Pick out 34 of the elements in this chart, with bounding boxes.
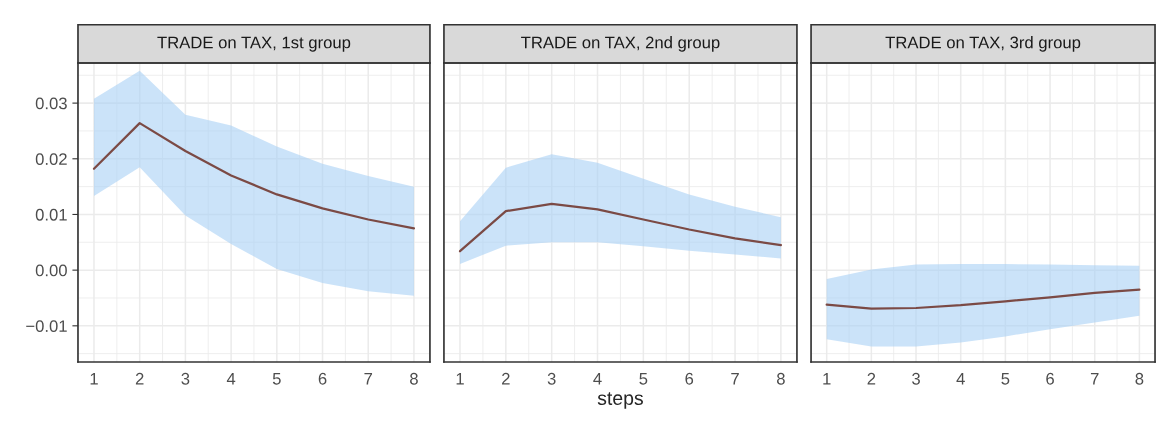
chart-title: TRADE on TAX, 2nd group [521,36,720,52]
y-tick-label: 0.01 [35,208,67,221]
x-tick-label: 7 [731,373,739,385]
x-axis-title: steps [597,392,643,409]
y-tick-label: 0.00 [35,264,67,277]
x-tick-label: 4 [956,373,965,385]
y-tick-label: 0.02 [35,153,67,165]
x-tick-label: 6 [1046,372,1054,385]
x-tick-label: 8 [776,372,785,385]
y-tick-label: −0.01 [26,320,67,333]
x-tick-label: 5 [1001,373,1010,385]
x-tick-label: 2 [867,372,876,385]
y-tick-label: 0.03 [35,97,67,110]
x-tick-label: 4 [593,373,602,385]
line-series [92,122,416,230]
x-tick-label: 2 [502,372,510,385]
x-tick-label: 8 [1135,372,1144,385]
x-tick-label: 3 [181,372,190,385]
x-tick-label: 4 [226,373,236,385]
x-tick-label: 5 [272,373,281,385]
x-tick-label: 1 [90,373,98,385]
x-tick-label: 1 [456,373,464,385]
chart-title: TRADE on TAX, 1st group [157,36,351,52]
x-tick-label: 1 [823,373,831,385]
x-tick-label: 8 [410,372,418,385]
chart-title: TRADE on TAX, 3rd group [885,36,1081,52]
x-tick-label: 2 [135,372,144,385]
x-tick-label: 3 [547,372,556,385]
x-tick-label: 6 [685,372,694,385]
x-tick-label: 5 [639,373,648,385]
x-tick-label: 6 [318,372,327,385]
x-tick-label: 3 [912,372,920,385]
x-tick-label: 7 [1090,373,1099,385]
x-tick-label: 7 [364,373,373,385]
